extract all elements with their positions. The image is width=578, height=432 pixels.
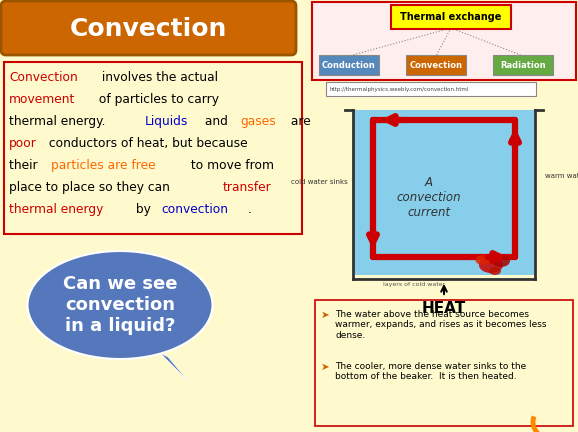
Text: cold water sinks: cold water sinks	[291, 180, 348, 185]
Text: thermal energy.: thermal energy.	[9, 115, 113, 128]
FancyBboxPatch shape	[315, 300, 573, 426]
Text: ➤: ➤	[321, 310, 330, 320]
Text: thermal energy: thermal energy	[9, 203, 103, 216]
Text: A
convection
current: A convection current	[397, 176, 461, 219]
Text: HEAT: HEAT	[422, 301, 466, 316]
FancyBboxPatch shape	[4, 62, 302, 234]
Text: movement: movement	[9, 93, 75, 106]
Text: http://thermalphysics.weebly.com/convection.html: http://thermalphysics.weebly.com/convect…	[330, 86, 469, 92]
Ellipse shape	[28, 251, 213, 359]
Ellipse shape	[489, 267, 501, 275]
Text: transfer: transfer	[223, 181, 272, 194]
FancyBboxPatch shape	[312, 2, 576, 80]
Text: conductors of heat, but because: conductors of heat, but because	[45, 137, 248, 150]
FancyBboxPatch shape	[493, 55, 553, 75]
Polygon shape	[160, 353, 190, 383]
Text: Convection: Convection	[69, 17, 227, 41]
Ellipse shape	[479, 257, 503, 273]
FancyBboxPatch shape	[391, 5, 511, 29]
Ellipse shape	[476, 255, 491, 265]
FancyBboxPatch shape	[319, 55, 379, 75]
Text: to move from: to move from	[187, 159, 274, 172]
Text: Convection: Convection	[9, 71, 78, 84]
Text: layers of cold water: layers of cold water	[383, 282, 445, 287]
Text: by: by	[132, 203, 154, 216]
FancyBboxPatch shape	[406, 55, 466, 75]
FancyBboxPatch shape	[353, 110, 535, 275]
Text: warm water rises: warm water rises	[545, 172, 578, 178]
Text: of particles to carry: of particles to carry	[95, 93, 219, 106]
Text: ➤: ➤	[321, 362, 330, 372]
Text: their: their	[9, 159, 42, 172]
Text: poor: poor	[9, 137, 37, 150]
Text: Thermal exchange: Thermal exchange	[401, 12, 502, 22]
Text: Can we see
convection
in a liquid?: Can we see convection in a liquid?	[63, 275, 177, 335]
Text: gases: gases	[240, 115, 276, 128]
FancyBboxPatch shape	[326, 82, 536, 96]
Text: particles are free: particles are free	[51, 159, 156, 172]
Text: are: are	[287, 115, 311, 128]
FancyBboxPatch shape	[1, 1, 296, 55]
Text: The cooler, more dense water sinks to the
bottom of the beaker.  It is then heat: The cooler, more dense water sinks to th…	[335, 362, 526, 381]
Text: Convection: Convection	[409, 60, 462, 70]
Text: .: .	[248, 203, 252, 216]
Text: Radiation: Radiation	[500, 60, 546, 70]
Text: involves the actual: involves the actual	[98, 71, 218, 84]
Ellipse shape	[492, 255, 510, 267]
Text: The water above the heat source becomes
warmer, expands, and rises as it becomes: The water above the heat source becomes …	[335, 310, 547, 340]
Text: convection: convection	[161, 203, 228, 216]
Text: place to place so they can: place to place so they can	[9, 181, 174, 194]
Text: Liquids: Liquids	[144, 115, 188, 128]
Text: and: and	[201, 115, 231, 128]
Text: Conduction: Conduction	[322, 60, 376, 70]
